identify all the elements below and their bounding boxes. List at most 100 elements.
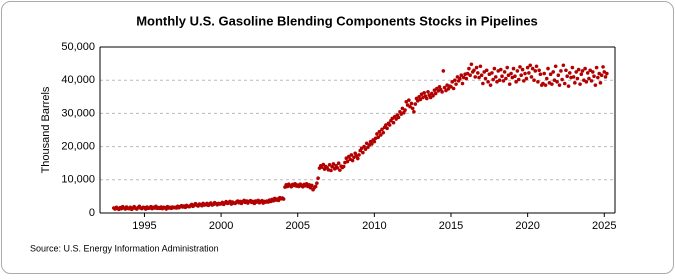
data-point (403, 108, 407, 112)
data-point (478, 64, 483, 69)
data-point (327, 163, 332, 167)
data-point (341, 164, 346, 169)
data-point (486, 80, 490, 84)
data-point (524, 76, 529, 81)
data-point (588, 68, 592, 73)
data-point (544, 76, 549, 81)
data-point (594, 65, 599, 70)
data-point (502, 70, 507, 74)
data-point (567, 71, 572, 75)
data-point (550, 82, 554, 86)
y-tick-label: 10,000 (61, 174, 95, 186)
data-point (566, 84, 571, 88)
data-point (349, 153, 354, 157)
data-point (472, 68, 476, 73)
data-point (542, 71, 546, 76)
data-point (590, 70, 595, 74)
data-point (476, 71, 480, 75)
data-point (575, 76, 580, 81)
data-point (375, 132, 379, 136)
data-point (538, 72, 543, 77)
y-tick-label: 20,000 (61, 141, 95, 153)
data-point (473, 75, 478, 79)
data-point (492, 66, 497, 71)
data-point (599, 73, 604, 78)
data-point (516, 77, 521, 82)
data-point (467, 66, 471, 71)
data-point (571, 75, 576, 79)
data-point (483, 76, 488, 81)
data-point (522, 79, 526, 83)
data-point (585, 71, 590, 75)
x-tick-label: 2020 (515, 220, 539, 232)
data-point (387, 123, 392, 127)
data-point (458, 76, 462, 81)
data-point (598, 81, 603, 85)
data-point (412, 109, 416, 114)
x-tick-label: 2015 (439, 220, 463, 232)
data-point (557, 83, 562, 87)
data-point (465, 71, 470, 76)
data-point (446, 87, 451, 91)
data-point (578, 82, 582, 86)
data-point (431, 94, 435, 98)
data-point (528, 63, 533, 68)
data-point (505, 65, 510, 70)
data-point (391, 120, 396, 125)
data-point (537, 68, 541, 73)
x-tick-label: 1995 (132, 220, 156, 232)
data-point (377, 129, 382, 134)
data-point (534, 64, 539, 69)
data-point (500, 74, 504, 79)
y-tick-label: 50,000 (61, 41, 95, 53)
data-point (533, 69, 538, 73)
data-point (426, 90, 430, 94)
data-point (449, 85, 453, 89)
data-point (573, 81, 577, 85)
data-point (596, 75, 600, 80)
data-point (357, 153, 361, 157)
data-point (576, 67, 581, 72)
x-tick-label: 2005 (285, 220, 309, 232)
data-point (453, 78, 457, 82)
data-point (433, 91, 438, 96)
data-point (315, 181, 319, 185)
data-point (509, 71, 513, 76)
data-point (565, 74, 569, 79)
data-point (376, 135, 380, 140)
data-point (584, 80, 589, 84)
data-point (281, 197, 286, 201)
data-point (459, 73, 464, 78)
data-point (553, 64, 558, 69)
data-point (520, 67, 525, 72)
data-point (501, 79, 506, 83)
data-point (441, 69, 446, 73)
data-point (551, 70, 556, 74)
data-point (477, 75, 481, 80)
data-point (400, 106, 405, 111)
data-point (603, 75, 608, 79)
x-tick-label: 2000 (209, 220, 233, 232)
x-tick-label: 2025 (592, 220, 616, 232)
data-point (490, 71, 494, 75)
data-point (413, 102, 418, 106)
y-axis-label: Thousand Barrels (40, 86, 52, 173)
data-point (464, 76, 469, 81)
data-point (321, 162, 326, 167)
data-point (363, 147, 368, 152)
data-point (556, 73, 561, 78)
data-point (369, 142, 374, 146)
data-point (507, 82, 512, 86)
data-point (561, 63, 566, 68)
data-point (410, 106, 415, 111)
data-point (530, 66, 535, 71)
data-point (422, 91, 426, 95)
data-point (532, 78, 536, 82)
data-point (529, 75, 534, 79)
data-point (335, 166, 340, 170)
data-point (407, 98, 411, 102)
data-point (601, 65, 605, 69)
data-point (408, 104, 412, 109)
